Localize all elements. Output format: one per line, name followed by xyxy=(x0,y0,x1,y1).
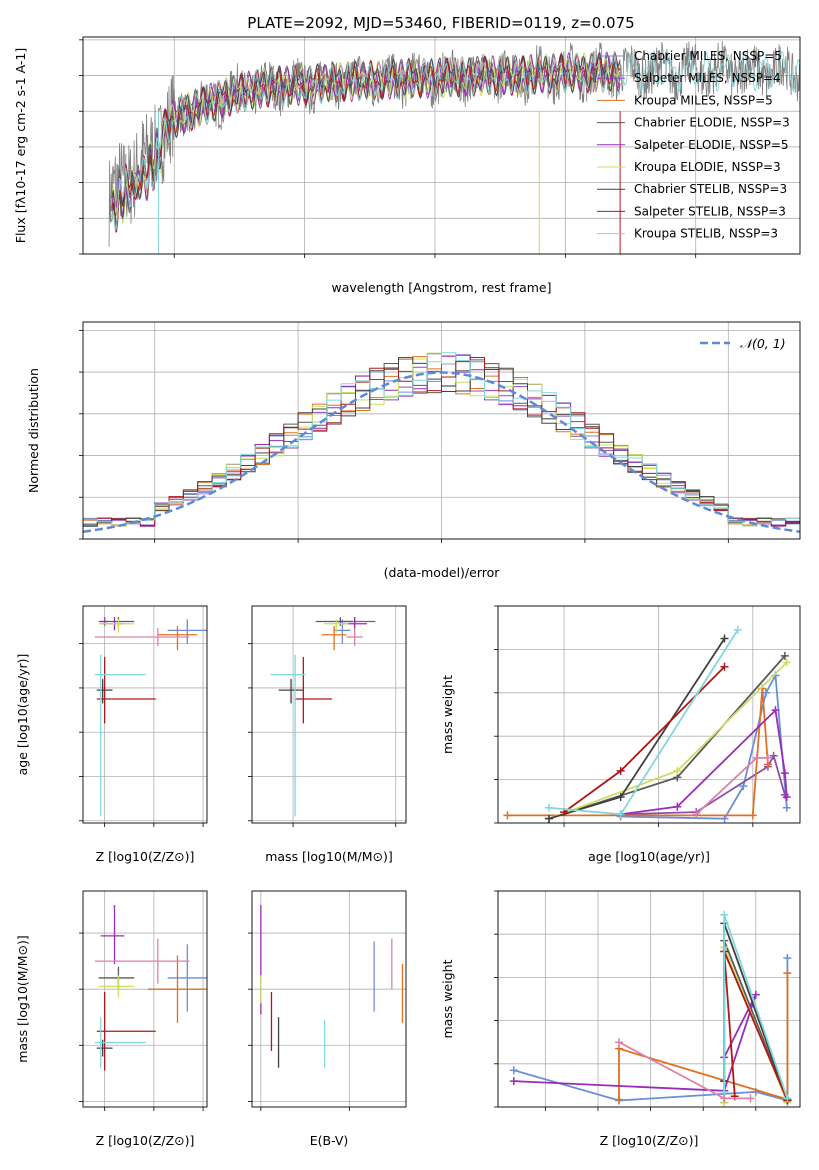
mass-weight-marker-pink xyxy=(720,1094,729,1103)
y-axis-label: age [log10(age/yr)] xyxy=(15,654,30,776)
mass-weight-line-chabrier_stelib xyxy=(548,638,726,820)
axes-frame xyxy=(497,890,801,1108)
histogram-salpeter_stelib xyxy=(83,357,800,527)
x-axis-label: age [log10(age/yr)] xyxy=(588,849,710,864)
y-axis-label: Flux [fλ10-17 erg cm-2 s-1 A-1] xyxy=(13,48,28,244)
mass-weight-marker-chabrier_stelib xyxy=(616,792,625,801)
mass-weight-marker-chabrier_miles xyxy=(739,782,748,791)
panel-mass-weight-vs-Z: Z [log10(Z/Z⊙)] mass weight xyxy=(440,890,801,1148)
mass-weight-line-kroupa_miles xyxy=(507,688,769,817)
axes-frame xyxy=(82,890,208,1108)
mass-weight-marker-pink xyxy=(763,753,772,762)
mass-weight-line-salpeter_elodie xyxy=(513,994,757,1092)
mass-weight-marker-salpeter_stelib xyxy=(720,662,729,671)
mass-weight-marker-kroupa_elodie xyxy=(673,766,682,775)
y-axis-label: mass weight xyxy=(440,959,455,1038)
mass-weight-marker-salpeter_elodie xyxy=(673,802,682,811)
axes-frame xyxy=(82,36,801,255)
x-axis-label: E(B-V) xyxy=(310,1133,349,1148)
legend-label: Salpeter STELIB, NSSP=3 xyxy=(634,204,786,218)
mass-weight-marker-kroupa_miles xyxy=(783,969,792,978)
mass-weight-marker-kroupa_stelib xyxy=(720,910,729,919)
axes-frame xyxy=(251,605,407,824)
spectrum-model-line-kroupa_stelib xyxy=(111,50,800,232)
mass-weight-marker-salpeter_elodie xyxy=(782,792,791,801)
panel-mass-vs-EBV: E(B-V) xyxy=(248,890,407,1148)
mass-weight-marker-kroupa_stelib xyxy=(783,1094,792,1103)
mass-weight-line-salpeter_elodie xyxy=(620,708,788,816)
axes-frame xyxy=(82,321,801,540)
panel-mass-weight-vs-age: age [log10(age/yr)] mass weight xyxy=(440,605,801,864)
panel-mass-vs-Z: Z [log10(Z/Z⊙)] mass [log10(M/M⊙)] xyxy=(15,890,208,1148)
mass-weight-marker-kroupa_stelib xyxy=(616,810,625,819)
legend-label: Chabrier ELODIE, NSSP=3 xyxy=(634,116,790,130)
mass-weight-marker-pink xyxy=(692,810,701,819)
mass-weight-marker-kroupa_stelib xyxy=(544,803,553,812)
panel-residuals: (data-model)/error Normed distribution 𝒩(0… xyxy=(26,321,801,580)
mass-weight-line-salpeter_miles xyxy=(620,753,786,816)
x-axis-label: Z [log10(Z/Z⊙)] xyxy=(600,1133,699,1148)
x-axis-label: mass [log10(M/M⊙)] xyxy=(265,849,393,864)
panel-age-vs-mass: mass [log10(M/M⊙)] xyxy=(248,605,407,864)
spectrum-model-line-chabrier_stelib xyxy=(111,52,621,226)
y-axis-label: mass weight xyxy=(440,675,455,754)
gaussian-curve xyxy=(83,371,800,533)
mass-weight-marker-chabrier_miles xyxy=(783,953,792,962)
legend-label: Chabrier STELIB, NSSP=3 xyxy=(634,182,787,196)
legend-label: Kroupa MILES, NSSP=5 xyxy=(634,93,773,107)
y-axis-label: mass [log10(M/M⊙)] xyxy=(15,935,30,1063)
mass-weight-marker-pink xyxy=(746,1094,755,1103)
mass-weight-marker-kroupa_stelib xyxy=(733,625,742,634)
mass-weight-line-kroupa_miles xyxy=(618,973,789,1101)
panel-age-vs-Z: Z [log10(Z/Z⊙)] age [log10(age/yr)] xyxy=(15,605,208,864)
spectrum-model-line-salpeter_elodie xyxy=(111,50,621,219)
mass-weight-marker-salpeter_miles xyxy=(769,751,778,760)
mass-weight-marker-chabrier_elodie xyxy=(780,651,789,660)
x-axis-label: (data-model)/error xyxy=(384,565,501,580)
mass-weight-marker-kroupa_miles xyxy=(615,1095,624,1104)
mass-weight-marker-salpeter_stelib xyxy=(616,766,625,775)
x-axis-label: Z [log10(Z/Z⊙)] xyxy=(96,849,195,864)
axes-frame xyxy=(497,605,801,824)
mass-weight-line-kroupa_stelib xyxy=(548,629,739,816)
mass-weight-marker-kroupa_miles xyxy=(748,811,757,820)
figure-title: PLATE=2092, MJD=53460, FIBERID=0119, z=0… xyxy=(247,14,634,32)
mass-weight-line-chabrier_elodie xyxy=(548,655,786,820)
legend-label: Kroupa ELODIE, NSSP=3 xyxy=(634,160,781,174)
legend-label: Salpeter MILES, NSSP=4 xyxy=(634,71,781,85)
mass-weight-marker-kroupa_miles xyxy=(503,811,512,820)
legend-label: Salpeter ELODIE, NSSP=5 xyxy=(634,138,789,152)
x-axis-label: Z [log10(Z/Z⊙)] xyxy=(96,1133,195,1148)
histogram-kroupa_stelib xyxy=(83,352,800,527)
mass-weight-marker-salpeter_elodie xyxy=(509,1077,518,1086)
mass-weight-marker-chabrier_stelib xyxy=(720,634,729,643)
legend-label: Kroupa STELIB, NSSP=3 xyxy=(634,227,778,241)
y-axis-label: Normed distribution xyxy=(26,368,41,493)
mass-weight-marker-salpeter_elodie xyxy=(771,706,780,715)
mass-weight-marker-salpeter_elodie xyxy=(780,769,789,778)
mass-weight-marker-pink xyxy=(615,1038,624,1047)
mass-weight-marker-pink xyxy=(752,753,761,762)
legend-label: 𝒩(0, 1) xyxy=(740,336,786,351)
mass-weight-marker-chabrier_miles xyxy=(509,1066,518,1075)
mass-weight-marker-chabrier_miles xyxy=(782,803,791,812)
axes-frame xyxy=(251,890,407,1108)
legend-label: Chabrier MILES, NSSP=5 xyxy=(634,49,782,63)
mass-weight-line-chabrier_miles xyxy=(620,672,788,820)
spectrum-model-line-salpeter_stelib xyxy=(111,52,621,233)
mass-weight-marker-kroupa_elodie xyxy=(782,658,791,667)
mass-weight-marker-salpeter_elodie xyxy=(751,990,760,999)
mass-weight-marker-chabrier_stelib xyxy=(544,814,553,823)
panel-spectrum: wavelength [Angstrom, rest frame] Flux [f… xyxy=(13,36,801,295)
x-axis-label: wavelength [Angstrom, rest frame] xyxy=(331,280,551,295)
axes-frame xyxy=(82,605,208,824)
